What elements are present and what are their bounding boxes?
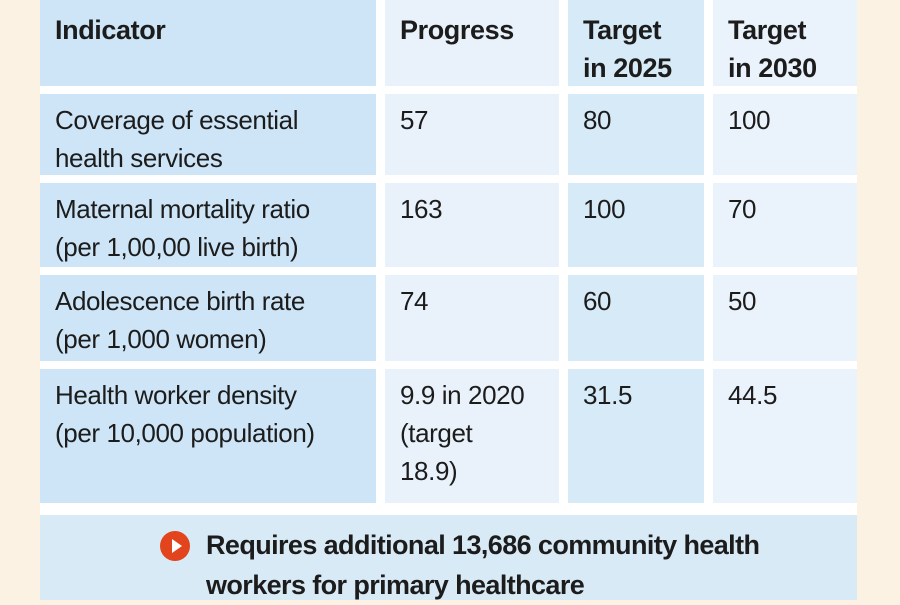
row-maternal-indicator: Maternal mortality ratio (per 1,00,00 li… (40, 183, 376, 267)
arrow-right-circle-icon (160, 531, 190, 561)
row-health-worker-target-2025: 31.5 (568, 369, 704, 503)
row-coverage-indicator: Coverage of essential health services (40, 94, 376, 175)
footnote-band: Requires additional 13,686 community hea… (40, 515, 857, 600)
column-header-indicator: Indicator (40, 0, 376, 86)
column-header-target-2025: Target in 2025 (568, 0, 704, 86)
arrow-right-triangle (171, 539, 182, 553)
row-coverage-target-2025: 80 (568, 94, 704, 175)
row-health-worker-progress: 9.9 in 2020 (target 18.9) (385, 369, 559, 503)
footnote-text: Requires additional 13,686 community hea… (206, 530, 760, 600)
row-adolescence-target-2030: 50 (713, 275, 857, 361)
row-coverage-target-2030: 100 (713, 94, 857, 175)
row-maternal-progress: 163 (385, 183, 559, 267)
health-indicators-infographic: Indicator Progress Target in 2025 Target… (40, 0, 857, 600)
row-adolescence-progress: 74 (385, 275, 559, 361)
row-coverage-progress: 57 (385, 94, 559, 175)
column-header-progress: Progress (385, 0, 559, 86)
row-adolescence-target-2025: 60 (568, 275, 704, 361)
row-maternal-target-2030: 70 (713, 183, 857, 267)
health-indicators-table: Indicator Progress Target in 2025 Target… (40, 0, 857, 515)
row-maternal-target-2025: 100 (568, 183, 704, 267)
row-health-worker-indicator: Health worker density (per 10,000 popula… (40, 369, 376, 503)
row-adolescence-indicator: Adolescence birth rate (per 1,000 women) (40, 275, 376, 361)
column-header-target-2030: Target in 2030 (713, 0, 857, 86)
row-health-worker-target-2030: 44.5 (713, 369, 857, 503)
